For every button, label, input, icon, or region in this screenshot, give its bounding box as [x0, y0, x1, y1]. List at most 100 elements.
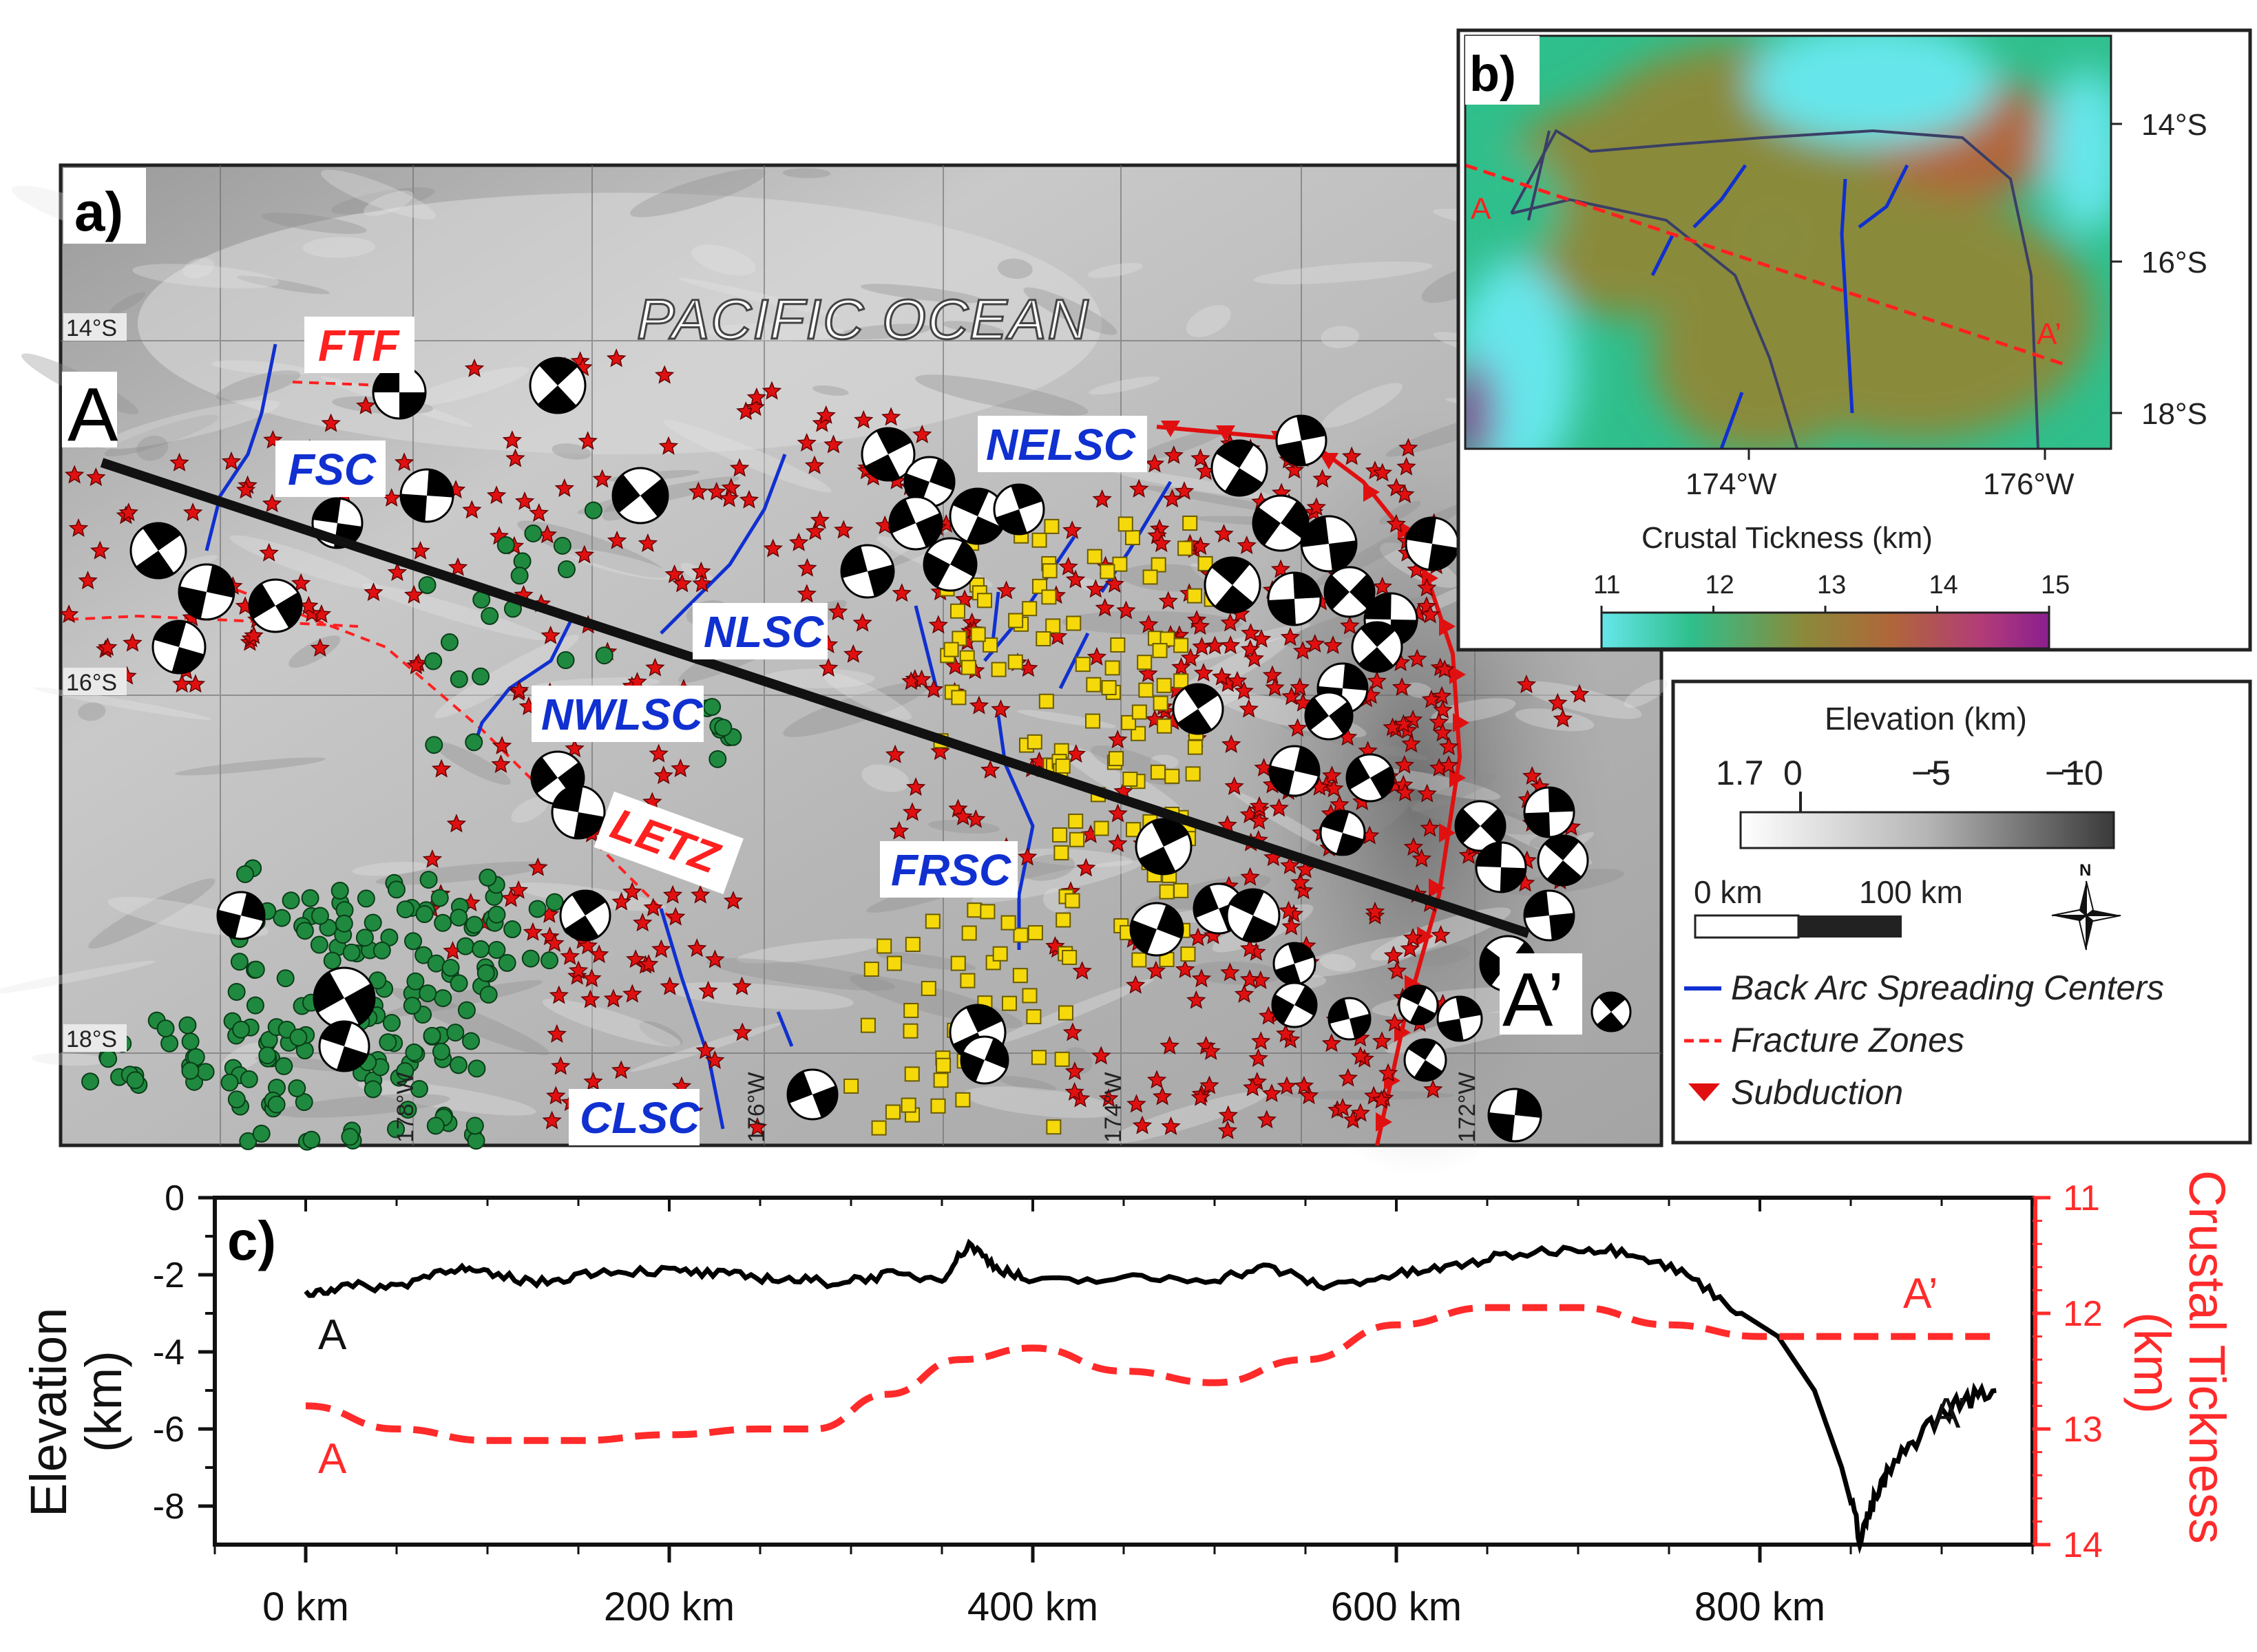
- yellow-event: [1142, 569, 1158, 585]
- y-right-tick-label: 14: [2063, 1525, 2103, 1565]
- fracture-zones: [68, 381, 676, 924]
- earthquake-star: [1017, 847, 1038, 866]
- focal-mechanism-icon: [1129, 902, 1184, 957]
- earthquake-star: [852, 613, 872, 632]
- earthquake-star: [719, 488, 739, 507]
- earthquake-star: [514, 491, 535, 510]
- yellow-event: [863, 962, 879, 977]
- spreading-centers: [204, 343, 1173, 1130]
- yellow-event: [1044, 518, 1060, 534]
- focal-mechanism-icon: [1487, 1088, 1542, 1143]
- focal-mechanism-icon: [129, 522, 187, 580]
- earthquake-star: [763, 538, 783, 558]
- scale-bar-black: [1798, 915, 1902, 938]
- earthquake-star: [1378, 1063, 1398, 1082]
- earthquake-star: [1396, 456, 1416, 476]
- green-event: [267, 1095, 286, 1114]
- earthquake-star: [797, 432, 817, 452]
- yellow-event: [1137, 655, 1153, 670]
- green-event: [403, 997, 421, 1015]
- scale-end-label: 100 km: [1859, 874, 1963, 910]
- earthquake-star: [1128, 478, 1149, 498]
- green-event: [434, 989, 452, 1008]
- elev-tick-5: −5: [1911, 754, 1951, 792]
- green-event: [595, 646, 613, 665]
- earthquake-star: [912, 669, 932, 688]
- earthquake-star: [501, 888, 521, 907]
- bathy-ridge: [33, 687, 211, 720]
- ocean-label: PACIFIC OCEAN: [637, 288, 1090, 351]
- x-tick-label: 800 km: [1694, 1585, 1825, 1629]
- yellow-event: [905, 936, 921, 952]
- bathy-ridge: [812, 385, 849, 396]
- earthquake-star: [582, 968, 602, 988]
- earthquake-star: [505, 448, 525, 467]
- focal-mechanism-icon: [1523, 786, 1575, 838]
- yellow-event: [955, 1092, 971, 1108]
- earthquake-star: [658, 436, 679, 455]
- green-event: [295, 1093, 313, 1112]
- earthquake-star: [1108, 730, 1128, 749]
- yellow-event: [1138, 682, 1154, 698]
- earthquake-star: [905, 777, 926, 796]
- earthquake-star: [1175, 959, 1195, 978]
- elev-end-label: A’: [1932, 1390, 1967, 1437]
- bathy-ridge: [302, 237, 375, 258]
- earthquake-star: [1162, 489, 1182, 508]
- yellow-event: [1022, 988, 1038, 1004]
- y-left-title: Elevation (km): [20, 1308, 132, 1517]
- bathy-ridge: [762, 668, 875, 688]
- green-event: [196, 1063, 215, 1081]
- yellow-event: [1046, 1119, 1062, 1135]
- yellow-event: [1045, 618, 1061, 634]
- earthquake-star: [672, 573, 692, 593]
- subduction-tooth: [1439, 823, 1456, 843]
- green-event: [399, 1101, 417, 1119]
- earthquake-star: [1395, 484, 1415, 503]
- yellow-event: [871, 1120, 887, 1136]
- legend-fracture-label: Fracture Zones: [1731, 1021, 1964, 1059]
- yellow-event: [967, 902, 983, 918]
- yellow-event: [1001, 995, 1017, 1011]
- green-event: [584, 501, 602, 520]
- bathy-ridge: [1624, 679, 1668, 708]
- green-event: [323, 951, 342, 970]
- bathy-ridge: [434, 741, 511, 785]
- bathy-ridge: [707, 323, 845, 341]
- bathy-ridge: [1089, 376, 1160, 395]
- yellow-event: [950, 955, 966, 971]
- bathy-ridge: [963, 1086, 1117, 1119]
- earthquake-star: [1281, 916, 1301, 935]
- legend-box: Elevation (km) 1.7 0 −5 −10 0 km 100 km …: [1671, 679, 2252, 1145]
- earthquake-star: [692, 573, 712, 593]
- earthquake-star: [529, 502, 549, 522]
- elev-tick-0: 0: [1783, 754, 1803, 792]
- earthquake-star: [1146, 1070, 1167, 1089]
- earthquake-star: [1190, 616, 1210, 635]
- earthquake-star: [1062, 1022, 1083, 1041]
- yellow-event: [843, 1078, 859, 1094]
- yellow-event: [1055, 758, 1071, 774]
- profile-line-a-a-prime: [100, 458, 1531, 938]
- green-event: [396, 900, 414, 919]
- subduction-tooth: [1363, 483, 1380, 502]
- green-event: [465, 733, 483, 752]
- earthquake-star: [1214, 524, 1234, 543]
- earthquake-star: [1161, 1116, 1181, 1135]
- bathy-ridge: [1131, 428, 1226, 463]
- yellow-event: [1182, 516, 1198, 531]
- earthquake-star: [689, 481, 708, 500]
- green-event: [476, 964, 495, 982]
- earthquake-star: [818, 657, 839, 677]
- earthquake-star: [1280, 627, 1301, 646]
- earthquake-star: [1064, 1061, 1085, 1081]
- green-event: [418, 576, 437, 595]
- earthquake-star: [1553, 708, 1573, 728]
- green-event: [432, 1042, 450, 1061]
- earthquake-star: [762, 381, 782, 400]
- subduction-tooth: [1429, 878, 1445, 898]
- focal-mechanism-icon: [1210, 439, 1268, 497]
- subduction-tooth: [1161, 421, 1180, 437]
- yellow-event: [960, 659, 976, 675]
- bathy-ridge: [78, 702, 106, 721]
